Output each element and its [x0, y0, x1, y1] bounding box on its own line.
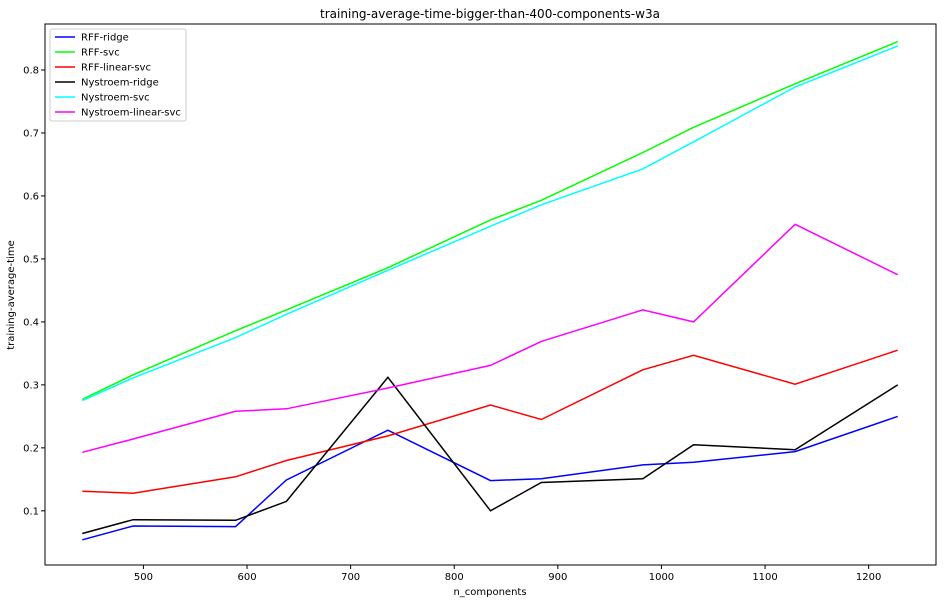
legend-label: Nystroem-ridge — [81, 78, 159, 89]
legend-label: RFF-svc — [81, 48, 120, 59]
legend-label: RFF-ridge — [81, 33, 129, 44]
x-axis-label: n_components — [453, 587, 526, 598]
legend-label: Nystroem-svc — [81, 93, 150, 104]
legend-box — [49, 28, 187, 122]
x-tick-label: 1200 — [856, 572, 881, 583]
y-tick-label: 0.1 — [23, 506, 39, 517]
x-tick-label: 900 — [548, 572, 567, 583]
legend: RFF-ridge RFF-svc RFF-linear-svc Nystroem-r… — [49, 28, 187, 122]
x-tick-label: 1100 — [752, 572, 777, 583]
x-tick-label: 1000 — [649, 572, 674, 583]
series-line-rff-ridge — [82, 415, 898, 541]
series-line-nystroem-linear-svc — [82, 223, 899, 454]
y-tick-label: 0.3 — [23, 380, 39, 391]
legend-label: Nystroem-linear-svc — [81, 108, 181, 119]
x-tick-label: 500 — [134, 572, 153, 583]
series-line-rff-svc — [81, 40, 898, 401]
axis-ticks: 500 600 700 800 900 1000 1100 1200 0.1 0.2 0.3 0.4 0… — [23, 65, 881, 583]
plot-frame — [44, 23, 937, 566]
y-tick-label: 0.5 — [23, 254, 39, 265]
y-tick-label: 0.8 — [23, 65, 39, 76]
y-tick-label: 0.4 — [23, 317, 39, 328]
x-tick-label: 600 — [237, 572, 256, 583]
legend-label: RFF-linear-svc — [81, 63, 151, 74]
y-tick-label: 0.2 — [23, 443, 39, 454]
y-axis-label: training-average-time — [6, 240, 17, 350]
chart-title: training-average-time-bigger-than-400-co… — [320, 7, 660, 21]
x-tick-label: 800 — [445, 572, 464, 583]
y-tick-label: 0.6 — [23, 191, 39, 202]
series-line-rff-linear-svc — [82, 349, 898, 494]
series-line-nystroem-svc — [81, 45, 898, 402]
x-tick-label: 700 — [341, 572, 360, 583]
series-lines — [81, 40, 899, 541]
y-tick-label: 0.7 — [23, 128, 39, 139]
series-line-nystroem-ridge — [82, 376, 899, 535]
